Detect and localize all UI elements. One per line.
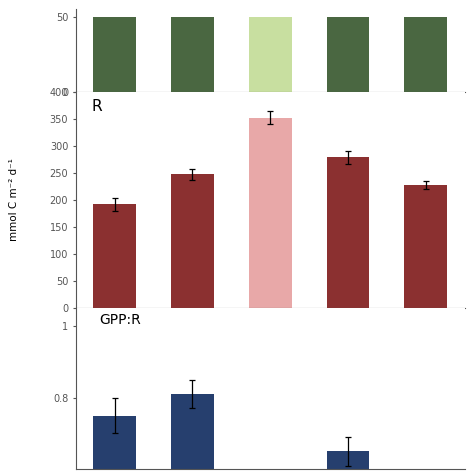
Bar (404, 17, 447, 92)
Text: R: R (91, 99, 102, 114)
Bar (249, 118, 292, 309)
Bar (171, 174, 214, 309)
Bar (171, 17, 214, 92)
Bar (93, 204, 136, 309)
Bar (171, 394, 214, 474)
Bar (93, 17, 136, 92)
Bar (93, 416, 136, 474)
Text: mmol C m⁻² d⁻¹: mmol C m⁻² d⁻¹ (9, 158, 19, 240)
Bar (404, 185, 447, 309)
Bar (249, 17, 292, 92)
Bar (327, 157, 369, 309)
Text: GPP:R: GPP:R (99, 313, 141, 327)
Bar (327, 451, 369, 474)
Bar (327, 17, 369, 92)
